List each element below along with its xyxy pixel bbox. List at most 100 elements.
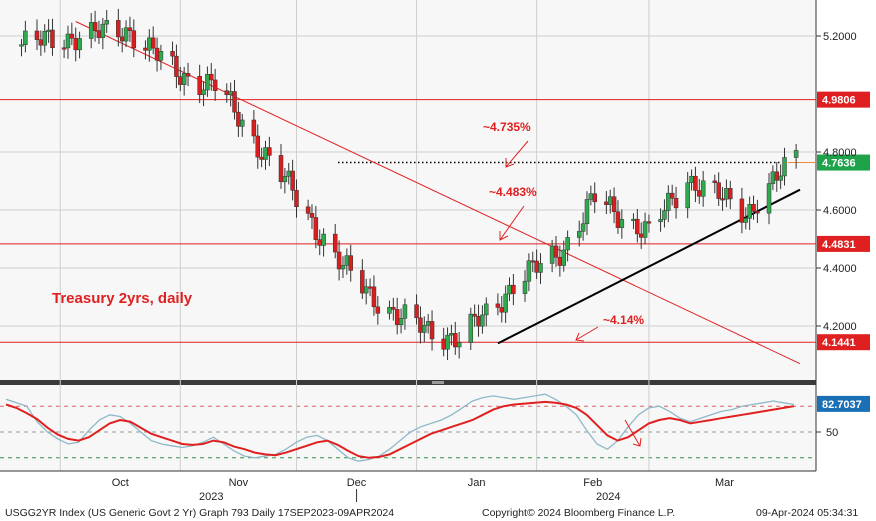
candle-body: [228, 91, 233, 96]
candle-body: [534, 260, 539, 273]
month-label: Jan: [468, 477, 486, 489]
candle-body: [282, 176, 288, 183]
candle-body: [267, 147, 272, 156]
candle-body: [646, 221, 652, 224]
candle-body: [638, 233, 644, 238]
candle-body: [309, 213, 315, 218]
candle-body: [685, 182, 690, 209]
candle-body: [511, 284, 516, 294]
candle-body: [453, 333, 458, 348]
y-tick-label: 4.2000: [823, 321, 857, 333]
arrow-414: [575, 326, 599, 341]
month-label: Feb: [583, 477, 602, 489]
candle-body: [615, 211, 621, 228]
candle-body: [278, 155, 284, 183]
candle-body: [526, 260, 532, 282]
level-label: 4.4831: [822, 239, 856, 251]
candle-body: [42, 31, 47, 46]
candle-body: [697, 190, 702, 197]
candle-body: [669, 192, 675, 199]
candle-body: [77, 38, 82, 51]
candle-body: [689, 175, 694, 184]
candle-body: [290, 170, 295, 191]
candle-body: [712, 180, 718, 183]
candle-body: [538, 263, 543, 273]
candle-body: [530, 260, 536, 263]
candle-body: [635, 218, 640, 235]
candle-body: [456, 342, 462, 348]
candle-body: [236, 111, 241, 127]
candle-body: [127, 27, 133, 31]
candle-body: [263, 147, 268, 160]
candle-body: [255, 135, 261, 158]
annotation-4735: ~4.735%: [483, 120, 531, 134]
month-label: Mar: [715, 477, 734, 489]
candle-body: [642, 221, 648, 238]
candle-body: [181, 73, 187, 85]
y-axis: 4.9806 4.7636 4.4831 4.1441 5.2000 4.8000 4.60…: [816, 31, 870, 351]
candle-body: [592, 193, 597, 203]
oscillator-value-label: 82.7037: [822, 399, 862, 411]
y-tick-label: 4.4000: [823, 263, 857, 275]
candle-body: [150, 37, 156, 49]
candle-body: [321, 233, 326, 246]
arrow-osc-head: [632, 437, 642, 447]
candle-body: [449, 333, 454, 336]
candle-body: [607, 196, 613, 205]
candle-body: [185, 73, 191, 77]
candle-body: [793, 150, 799, 158]
year-label: 2023: [199, 491, 223, 503]
level-label-box: [817, 334, 870, 351]
month-label: Oct: [112, 477, 129, 489]
footer-right: 09-Apr-2024 05:34:31: [756, 507, 858, 519]
candle-body: [50, 29, 55, 48]
candle-body: [507, 284, 512, 295]
candle-body: [201, 89, 206, 95]
candle-body: [588, 193, 594, 200]
candle-body: [604, 201, 609, 205]
candle-body: [65, 33, 71, 49]
candle-body: [584, 199, 590, 225]
footer-left: USGG2YR Index (US Generic Govt 2 Yr) Gra…: [5, 507, 394, 519]
candle-body: [305, 206, 311, 214]
oscillator: 82.7037 50: [5, 393, 870, 462]
candle-body: [468, 313, 474, 343]
candle-body: [398, 318, 404, 325]
candle-body: [38, 39, 44, 46]
candle-body: [782, 157, 787, 177]
oscillator-value-box: [817, 395, 870, 412]
candle-body: [472, 313, 477, 317]
y-tick-label: 4.6000: [823, 205, 857, 217]
candle-body: [224, 90, 230, 96]
horizontal-levels: [0, 99, 816, 343]
arrow-414-head: [575, 332, 585, 342]
candle-body: [119, 36, 125, 42]
candle-body: [778, 175, 783, 181]
candle-body: [770, 171, 776, 184]
candle-body: [414, 304, 419, 319]
candle-body: [123, 27, 129, 42]
level-label-box: [817, 154, 870, 171]
candle-body: [317, 239, 322, 246]
candle-body: [240, 119, 245, 127]
candle-body: [205, 73, 210, 91]
candle-body: [348, 255, 353, 271]
candle-body: [418, 317, 423, 333]
candle-body: [336, 251, 342, 270]
candle-body: [92, 22, 98, 31]
panel-grip[interactable]: [432, 381, 444, 384]
candle-body: [580, 223, 586, 232]
candle-body: [747, 204, 752, 219]
level-label-box: [817, 91, 870, 108]
candle-body: [371, 286, 377, 308]
arrow-osc: [624, 419, 641, 447]
candle-body: [96, 30, 102, 38]
arrow-4483: [499, 205, 525, 241]
candle-body: [619, 219, 625, 228]
candle-body: [700, 180, 706, 197]
candle-body: [445, 334, 450, 350]
candle-body: [495, 303, 501, 308]
candle-body: [666, 192, 671, 211]
panel-separator[interactable]: [0, 380, 816, 385]
